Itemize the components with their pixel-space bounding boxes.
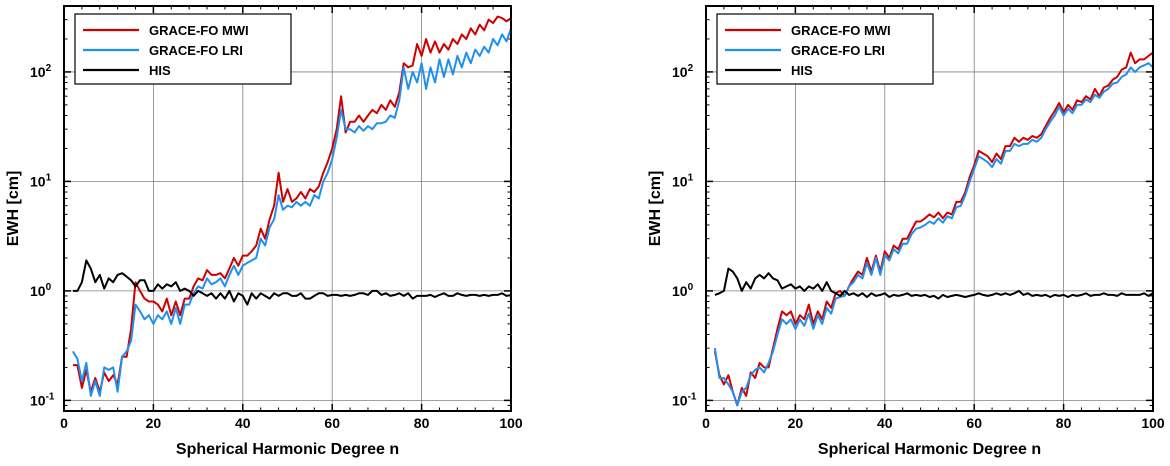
y-tick-exponent: 2 xyxy=(688,63,694,74)
x-tick-label: 60 xyxy=(324,415,340,431)
plot-frame xyxy=(63,5,512,412)
y-tick-base: 10 xyxy=(672,283,688,299)
y-tick-label: 10-1 xyxy=(672,391,697,408)
y-tick-base: 10 xyxy=(30,283,46,299)
y-tick-base: 10 xyxy=(30,392,46,408)
y-tick-exponent: 1 xyxy=(688,172,694,183)
y-tick-label: 100 xyxy=(672,282,694,299)
y-tick-label: 102 xyxy=(672,63,694,80)
y-tick-label: 10-1 xyxy=(30,391,55,408)
x-tick-label: 20 xyxy=(788,415,804,431)
x-tick-label: 0 xyxy=(702,415,710,431)
legend: GRACE-FO MWI GRACE-FO LRI HIS xyxy=(716,13,934,85)
legend-label: GRACE-FO MWI xyxy=(791,23,891,38)
x-tick-label: 20 xyxy=(146,415,162,431)
series-line-his xyxy=(714,267,1153,300)
x-tick-label: 60 xyxy=(966,415,982,431)
y-tick-exponent: -1 xyxy=(688,391,697,402)
x-tick-label: 40 xyxy=(235,415,251,431)
y-tick-base: 10 xyxy=(672,64,688,80)
series-line-grace-fo-mwi xyxy=(72,15,511,393)
y-tick-exponent: 1 xyxy=(46,172,52,183)
series-line-grace-fo-mwi xyxy=(713,51,1153,407)
x-axis-title: Spherical Harmonic Degree n xyxy=(176,441,399,458)
y-tick-exponent: -1 xyxy=(46,391,55,402)
legend-label: HIS xyxy=(791,63,813,78)
y-tick-label: 101 xyxy=(672,172,694,189)
y-tick-label: 100 xyxy=(30,282,52,299)
legend-label: GRACE-FO MWI xyxy=(149,23,249,38)
y-tick-exponent: 0 xyxy=(688,282,694,293)
y-tick-label: 102 xyxy=(30,63,52,80)
y-axis-title: EWH [cm] xyxy=(5,171,22,247)
y-tick-base: 10 xyxy=(672,173,688,189)
y-tick-exponent: 2 xyxy=(46,63,52,74)
x-tick-label: 100 xyxy=(499,415,523,431)
series-line-grace-fo-lri xyxy=(713,62,1153,407)
y-tick-base: 10 xyxy=(672,392,688,408)
x-tick-label: 80 xyxy=(1056,415,1072,431)
y-tick-base: 10 xyxy=(30,173,46,189)
y-tick-label: 101 xyxy=(30,172,52,189)
plot-frame xyxy=(705,5,1154,412)
x-tick-label: 80 xyxy=(414,415,430,431)
x-tick-label: 40 xyxy=(877,415,893,431)
series-line-his xyxy=(72,259,511,306)
y-tick-base: 10 xyxy=(30,64,46,80)
x-axis-title: Spherical Harmonic Degree n xyxy=(818,441,1041,458)
legend: GRACE-FO MWI GRACE-FO LRI HIS xyxy=(74,13,292,85)
legend-label: HIS xyxy=(149,63,171,78)
x-tick-label: 100 xyxy=(1141,415,1165,431)
y-tick-exponent: 0 xyxy=(46,282,52,293)
series-line-grace-fo-lri xyxy=(72,27,511,397)
legend-label: GRACE-FO LRI xyxy=(791,43,885,58)
legend-label: GRACE-FO LRI xyxy=(149,43,243,58)
x-tick-label: 0 xyxy=(60,415,68,431)
y-axis-title: EWH [cm] xyxy=(647,171,664,247)
